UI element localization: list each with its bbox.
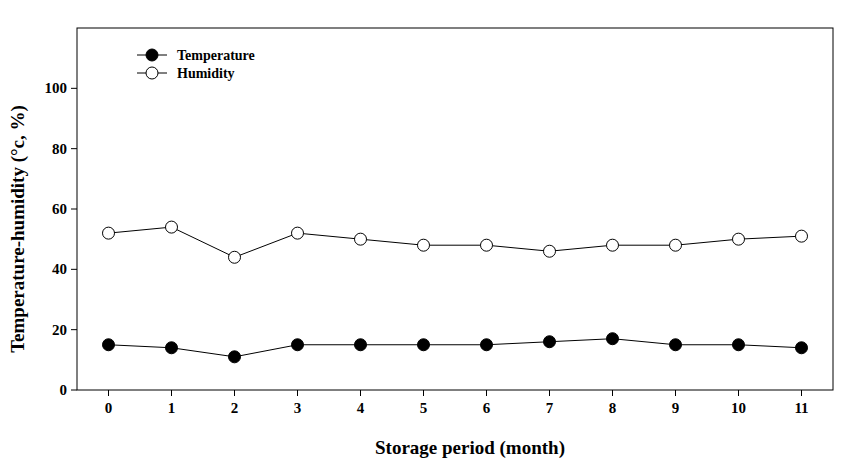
x-tick (108, 390, 109, 396)
legend: Temperature Humidity (137, 48, 255, 81)
series-marker (481, 239, 493, 251)
x-tick (234, 390, 235, 396)
series-marker (418, 239, 430, 251)
y-tick-label: 100 (45, 80, 68, 96)
legend-marker (146, 67, 158, 79)
x-tick-label: 7 (546, 400, 554, 416)
legend-label: Humidity (177, 66, 235, 81)
x-tick-label: 2 (231, 400, 239, 416)
x-tick (360, 390, 361, 396)
series-marker (733, 339, 745, 351)
chart-svg: 0 20 40 60 80 100 0 1 2 3 4 5 6 7 8 9 10 11 Storage period… (0, 0, 855, 469)
series-marker (355, 233, 367, 245)
series-line (109, 227, 802, 257)
legend-label: Temperature (177, 48, 255, 63)
x-tick-label: 0 (105, 400, 113, 416)
x-tick-label: 4 (357, 400, 365, 416)
series-marker (292, 339, 304, 351)
series-marker (733, 233, 745, 245)
legend-marker (146, 49, 158, 61)
x-tick-label: 5 (420, 400, 428, 416)
y-axis-label: Temperature-humidity (°c, %) (7, 105, 29, 353)
series-marker (607, 239, 619, 251)
series-marker (670, 239, 682, 251)
x-tick (801, 390, 802, 396)
y-tick (71, 209, 77, 210)
x-tick-label: 9 (672, 400, 680, 416)
plot-area (103, 221, 808, 363)
y-tick (71, 269, 77, 270)
series-marker (418, 339, 430, 351)
x-tick (297, 390, 298, 396)
series-marker (103, 227, 115, 239)
x-tick (549, 390, 550, 396)
x-tick (612, 390, 613, 396)
series-marker (229, 351, 241, 363)
series-marker (103, 339, 115, 351)
series-marker (355, 339, 367, 351)
y-tick (71, 148, 77, 149)
series-marker (166, 342, 178, 354)
x-tick (738, 390, 739, 396)
series-marker (292, 227, 304, 239)
x-tick-label: 8 (609, 400, 617, 416)
x-tick-label: 3 (294, 400, 302, 416)
series-marker (544, 245, 556, 257)
x-tick (171, 390, 172, 396)
series-marker (229, 251, 241, 263)
x-tick (486, 390, 487, 396)
y-tick-label: 80 (52, 141, 67, 157)
plot-frame (77, 28, 833, 390)
series-line (109, 339, 802, 357)
x-tick-label: 11 (794, 400, 808, 416)
series-marker (481, 339, 493, 351)
y-tick (71, 88, 77, 89)
x-axis-label: Storage period (month) (375, 437, 565, 459)
series-marker (796, 342, 808, 354)
y-tick-label: 40 (52, 261, 67, 277)
chart-container: 0 20 40 60 80 100 0 1 2 3 4 5 6 7 8 9 10 11 Storage period… (0, 0, 855, 469)
y-tick-label: 60 (52, 201, 67, 217)
series-marker (607, 333, 619, 345)
y-tick-label: 0 (60, 382, 68, 398)
y-tick (71, 329, 77, 330)
x-tick-label: 10 (731, 400, 746, 416)
series-marker (670, 339, 682, 351)
x-tick-label: 1 (168, 400, 176, 416)
x-tick-label: 6 (483, 400, 491, 416)
series-marker (796, 230, 808, 242)
y-tick (71, 390, 77, 391)
series-marker (166, 221, 178, 233)
y-tick-label: 20 (52, 322, 67, 338)
series-marker (544, 336, 556, 348)
x-tick (423, 390, 424, 396)
x-tick (675, 390, 676, 396)
